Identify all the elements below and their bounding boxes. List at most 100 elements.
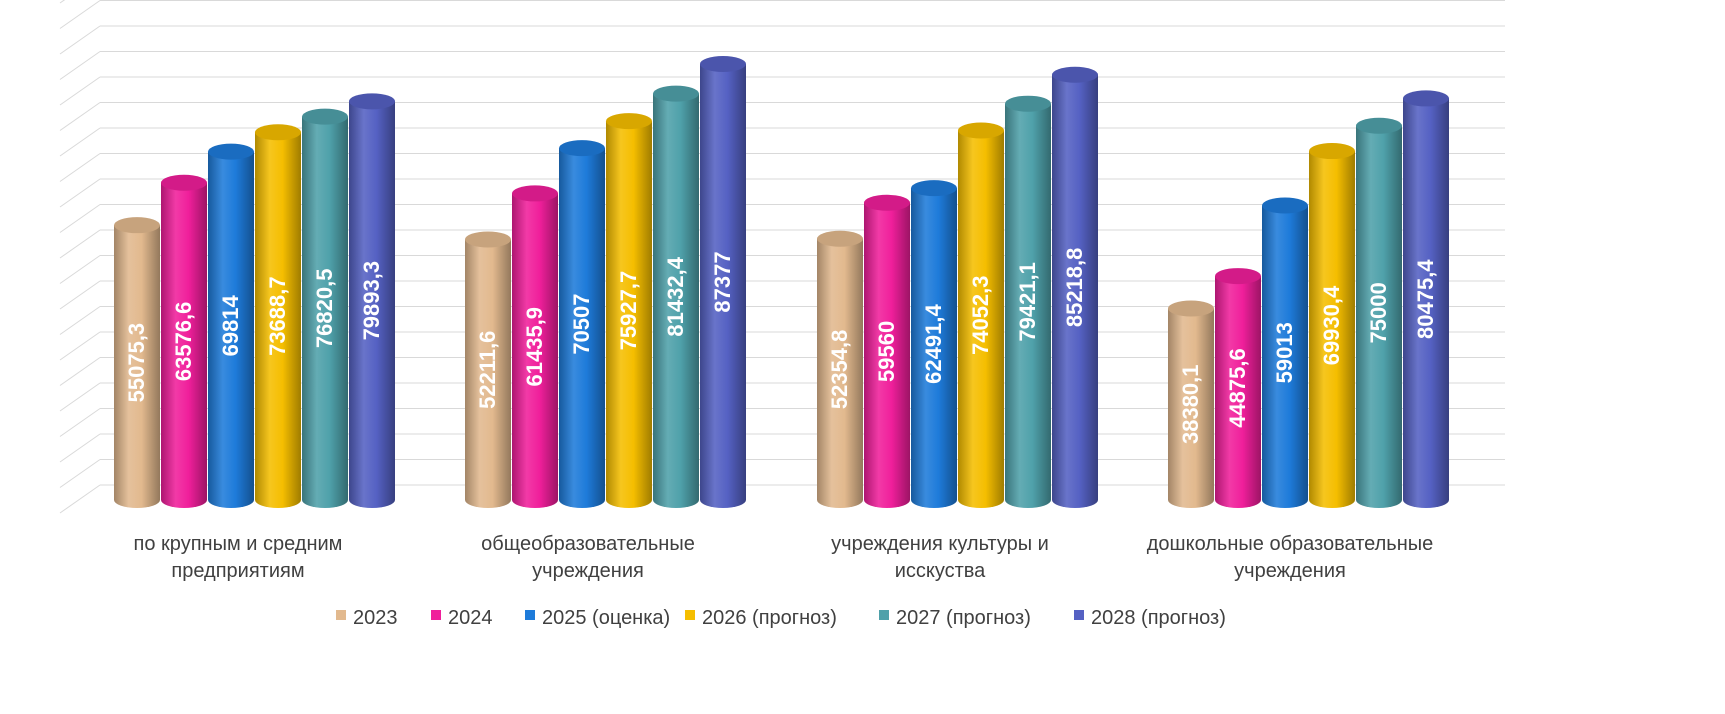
data-label: 70507 <box>569 293 594 354</box>
bar <box>302 116 348 508</box>
bar-top <box>1403 90 1449 107</box>
bar-top <box>864 194 910 211</box>
data-label: 69814 <box>218 294 243 356</box>
data-label: 75927,7 <box>616 271 641 351</box>
bar <box>114 225 160 508</box>
data-label: 63576,6 <box>171 302 196 382</box>
data-label: 73688,7 <box>265 276 290 356</box>
data-label: 80475,4 <box>1413 259 1438 339</box>
category-label: учреждения <box>1234 560 1346 582</box>
bar <box>1215 276 1261 508</box>
legend-swatch <box>336 610 346 620</box>
legend-label: 2028 (прогноз) <box>1091 607 1226 629</box>
bar <box>512 193 558 508</box>
category-labels: по крупным и средним предприятиям общеобра… <box>134 533 1434 582</box>
side-gridline <box>59 459 101 488</box>
side-gridline <box>59 357 101 386</box>
data-label: 75000 <box>1366 282 1391 343</box>
data-label: 69930,4 <box>1319 285 1344 365</box>
bar-top <box>1356 117 1402 134</box>
bars: 55075,3 52211,6 52354,8 38380,1 63576,6 61435… <box>114 55 1449 509</box>
data-label: 52211,6 <box>475 331 500 409</box>
bar-top <box>1168 300 1214 317</box>
bar-top <box>1005 95 1051 112</box>
bar <box>606 121 652 508</box>
bar <box>559 148 605 508</box>
bar-top <box>1052 66 1098 83</box>
legend-swatch <box>525 610 535 620</box>
bar-top <box>208 143 254 160</box>
bar <box>349 101 395 509</box>
bar <box>1309 151 1355 508</box>
side-gridline <box>59 76 101 106</box>
bar-top <box>512 185 558 202</box>
side-gridline <box>59 153 101 182</box>
bar-top <box>700 55 746 72</box>
bar-top <box>255 124 301 141</box>
legend-label: 2024 <box>448 607 493 629</box>
data-label: 38380,1 <box>1178 364 1203 444</box>
side-gridline <box>59 127 101 157</box>
category-label: дошкольные образовательные <box>1147 533 1433 555</box>
category-label: общеобразовательные <box>481 533 695 555</box>
bar <box>911 188 957 508</box>
bar <box>1403 98 1449 508</box>
bar <box>161 182 207 509</box>
side-gridline <box>59 0 101 29</box>
data-label: 81432,4 <box>663 256 688 336</box>
category-label: предприятиям <box>171 560 304 582</box>
bar-top <box>911 180 957 197</box>
legend-swatch <box>685 610 695 620</box>
bar-top <box>1309 143 1355 160</box>
side-gridline <box>59 382 101 412</box>
legend-label: 2026 (прогноз) <box>702 607 837 629</box>
bar <box>864 202 910 508</box>
data-label: 76820,5 <box>312 269 337 349</box>
side-gridline <box>59 0 66 4</box>
legend-label: 2027 (прогноз) <box>896 607 1031 629</box>
bar <box>255 132 301 508</box>
legend: 2023 2024 2025 (оценка) 2026 (прогноз) 2027 … <box>336 607 1226 629</box>
bar-top <box>161 174 207 191</box>
legend-label: 2025 (оценка) <box>542 607 670 629</box>
bar-top <box>114 217 160 234</box>
data-label: 85218,8 <box>1062 248 1087 328</box>
data-label: 55075,3 <box>124 323 149 403</box>
bar <box>1168 308 1214 508</box>
data-label: 87377 <box>710 251 735 312</box>
legend-swatch <box>879 610 889 620</box>
bar <box>817 238 863 508</box>
bar <box>958 130 1004 509</box>
side-gridline <box>59 51 101 80</box>
bar <box>208 151 254 508</box>
side-gridline <box>59 25 101 55</box>
side-gridline <box>59 306 101 335</box>
legend-swatch <box>431 610 441 620</box>
bar <box>1005 103 1051 508</box>
side-gridline <box>59 204 101 233</box>
legend-swatch <box>1074 610 1084 620</box>
legend-label: 2023 <box>353 607 398 629</box>
side-gridline <box>59 255 101 284</box>
data-label: 62491,4 <box>921 304 946 384</box>
side-gridline <box>59 280 101 310</box>
bar-top <box>465 231 511 248</box>
category-label: по крупным и средним <box>134 533 343 555</box>
data-label: 61435,9 <box>522 307 547 387</box>
category-label: учреждения культуры и <box>831 533 1049 555</box>
data-label: 74052,3 <box>968 275 993 355</box>
bar-top <box>1262 197 1308 214</box>
bar-top <box>653 85 699 102</box>
bar <box>1052 74 1098 509</box>
data-label: 44875,6 <box>1225 348 1250 428</box>
data-label: 79893,3 <box>359 261 384 341</box>
side-gridline <box>59 484 101 514</box>
bar <box>1262 205 1308 508</box>
bar <box>700 63 746 508</box>
bar-top <box>606 113 652 130</box>
bar-top <box>559 140 605 157</box>
data-label: 59013 <box>1272 322 1297 383</box>
side-gridline <box>59 433 101 463</box>
bar <box>653 93 699 509</box>
